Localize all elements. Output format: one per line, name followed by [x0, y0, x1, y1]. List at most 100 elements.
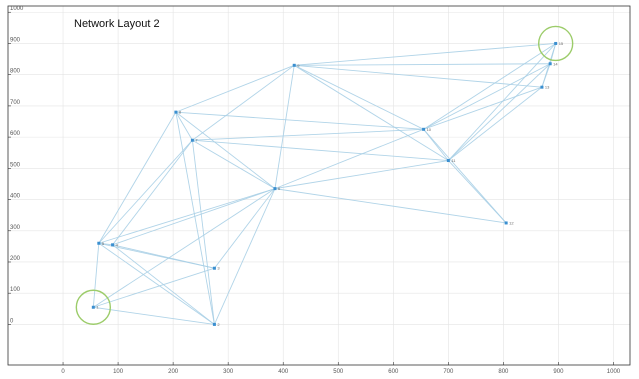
edges [92, 43, 557, 325]
node-label: 12 [509, 220, 514, 225]
node-8: 8 [174, 110, 182, 115]
edge-9-13 [294, 64, 542, 88]
x-tick-label: 400 [278, 369, 289, 375]
edge-9-11 [293, 64, 449, 161]
node-marker [540, 85, 544, 89]
y-tick-label: 300 [10, 225, 21, 231]
node-marker [174, 110, 178, 114]
node-marker [97, 241, 101, 245]
edge-7-10 [192, 128, 424, 141]
edge-4-2 [112, 244, 215, 325]
y-tick-label: 600 [10, 131, 21, 137]
node-12: 12 [504, 220, 514, 225]
edge-1-6 [93, 188, 276, 308]
edge-1-2 [93, 306, 215, 325]
x-tick-label: 1000 [607, 369, 621, 375]
x-tick-label: 200 [168, 369, 179, 375]
node-1: 1 [91, 305, 99, 310]
edge-6-11 [274, 160, 449, 190]
node-label: 9 [297, 63, 300, 68]
x-tick-label: 300 [223, 369, 234, 375]
x-tick-label: 100 [113, 369, 124, 375]
node-label: 15 [559, 41, 564, 46]
edge-6-12 [274, 188, 507, 224]
edge-7-11 [192, 139, 449, 161]
node-marker [190, 138, 194, 142]
edge-2-6 [214, 188, 276, 325]
node-14: 14 [548, 61, 558, 66]
node-label: 8 [179, 110, 182, 115]
edge-1-5 [92, 243, 100, 308]
x-tick-label: 900 [553, 369, 564, 375]
node-marker [292, 63, 296, 67]
y-tick-label: 500 [10, 162, 21, 168]
edge-11-13 [448, 86, 543, 161]
node-13: 13 [540, 85, 550, 90]
node-4: 4 [111, 242, 119, 247]
node-2: 2 [212, 322, 220, 327]
x-tick-label: 500 [333, 369, 344, 375]
edge-4-7 [112, 139, 193, 246]
node-marker [446, 159, 450, 163]
y-tick-label: 400 [10, 194, 21, 200]
node-label: 13 [545, 85, 550, 90]
edge-10-12 [423, 129, 507, 224]
highlight-circles [75, 25, 574, 325]
grid [8, 6, 630, 365]
node-marker [212, 266, 216, 270]
node-marker [273, 187, 277, 191]
node-label: 7 [195, 138, 198, 143]
node-9: 9 [292, 63, 300, 68]
edge-1-3 [93, 267, 215, 308]
y-tick-label: 200 [10, 256, 21, 262]
node-6: 6 [273, 186, 281, 191]
edge-8-10 [175, 111, 424, 130]
edge-7-9 [192, 64, 295, 141]
y-tick-label: 0 [10, 318, 14, 324]
node-5: 5 [97, 241, 105, 246]
node-marker [504, 221, 508, 225]
edge-10-14 [423, 63, 551, 130]
edge-11-15 [448, 43, 557, 161]
edge-9-10 [294, 64, 424, 130]
x-tick-label: 600 [388, 369, 399, 375]
edge-9-6 [274, 65, 295, 189]
edge-11-14 [448, 63, 551, 161]
edge-5-2 [98, 242, 215, 325]
node-label: 5 [102, 241, 105, 246]
node-marker [548, 62, 552, 66]
edge-4-6 [112, 188, 276, 246]
x-tick-label: 700 [443, 369, 454, 375]
edge-8-6 [175, 111, 276, 189]
x-tick-label: 0 [61, 369, 65, 375]
edge-5-7 [98, 139, 193, 244]
node-marker [212, 322, 216, 326]
edge-10-15 [423, 43, 556, 130]
edge-6-10 [274, 128, 424, 190]
node-marker [91, 305, 95, 309]
edge-13-14 [541, 63, 551, 88]
tick-labels: 0 100 200 300 400 500 600 700 800 900 1000 0 100 200 3… [8, 6, 621, 375]
x-tick-label: 800 [498, 369, 509, 375]
node-3: 3 [212, 266, 220, 271]
edge-3-6 [214, 188, 276, 269]
node-11: 11 [446, 158, 456, 163]
edge-9-14 [294, 63, 551, 66]
node-label: 1 [96, 305, 99, 310]
axes-frame [7, 5, 631, 366]
chart-title: Network Layout 2 [74, 18, 160, 30]
node-15: 15 [554, 41, 564, 46]
node-marker [422, 127, 426, 131]
node-label: 2 [217, 322, 220, 327]
node-label: 4 [116, 242, 119, 247]
node-label: 6 [278, 186, 281, 191]
edge-8-7 [175, 111, 193, 141]
y-tick-label: 900 [10, 37, 21, 43]
edge-8-9 [175, 64, 295, 113]
edge-2-8 [175, 112, 215, 325]
edge-11-12 [448, 160, 507, 224]
highlight-circle-node-1 [75, 289, 112, 325]
